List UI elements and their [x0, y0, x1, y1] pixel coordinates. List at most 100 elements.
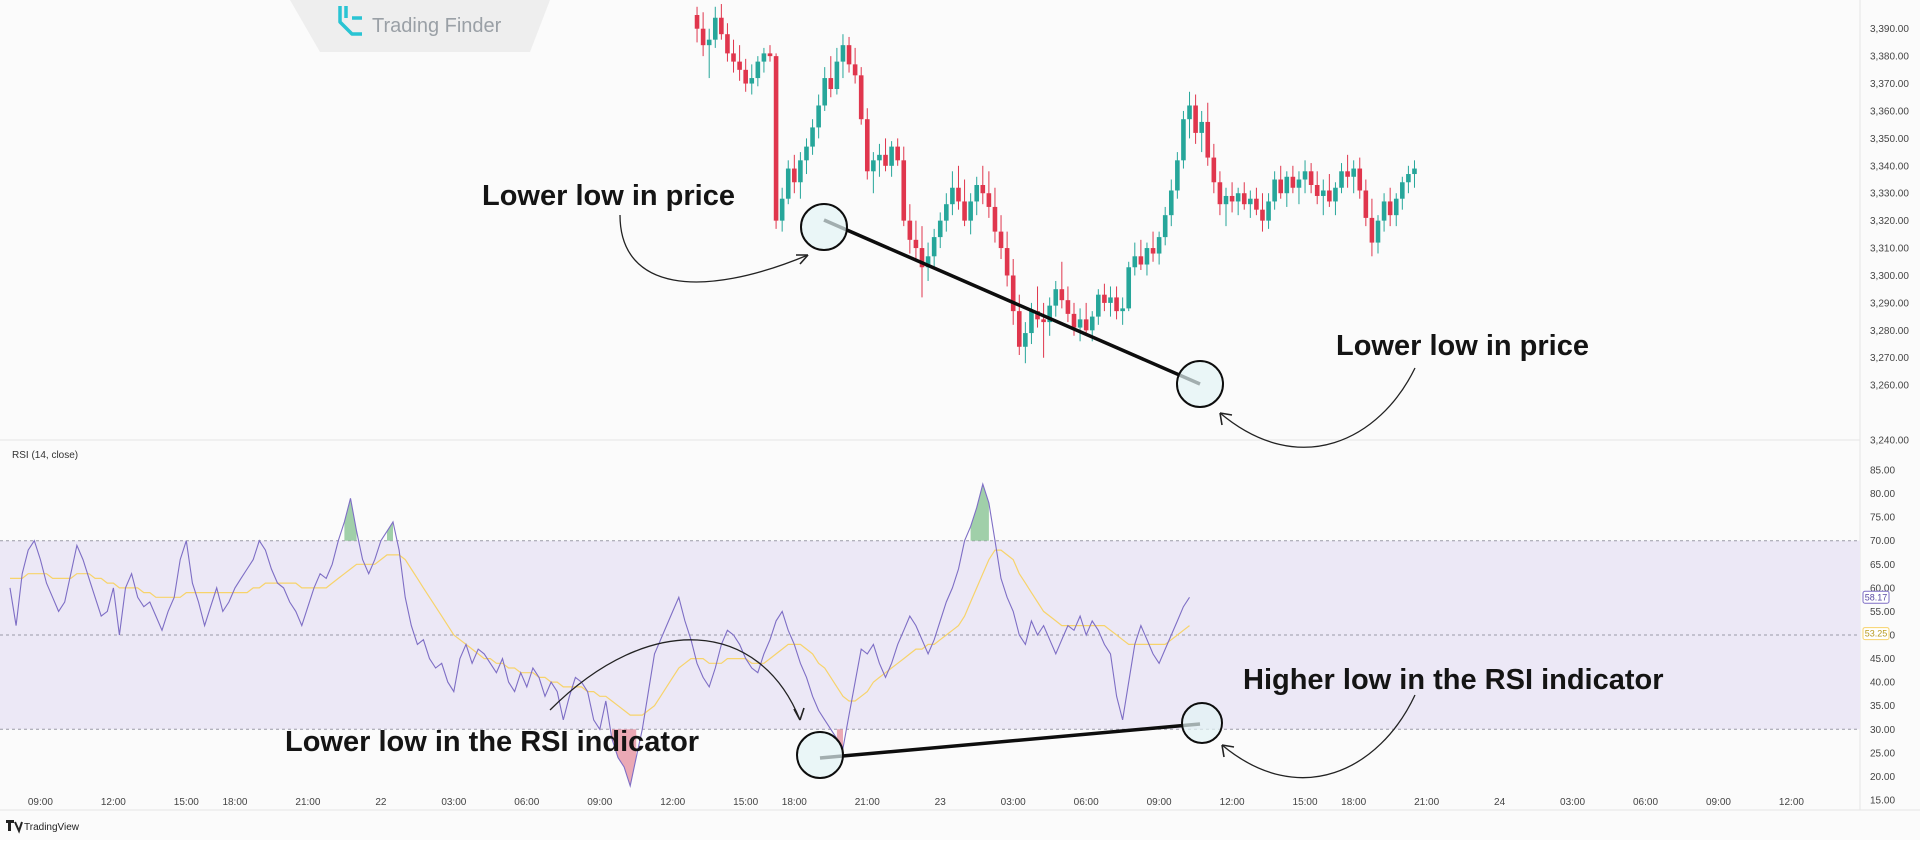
candle — [1345, 154, 1350, 188]
time-tick-label: 09:00 — [587, 797, 612, 808]
candle — [1175, 152, 1180, 199]
candle-body — [1144, 248, 1150, 265]
candle-body — [1181, 119, 1186, 161]
candle — [1387, 187, 1393, 227]
candle — [1229, 182, 1235, 213]
svg-text:53.25: 53.25 — [1865, 629, 1888, 639]
tradingview-logo-mark — [14, 821, 23, 834]
candle-body — [986, 193, 992, 207]
time-tick-label: 15:00 — [733, 797, 758, 808]
rsi-trendline — [819, 722, 1201, 760]
rsi-overbought-fill — [970, 484, 989, 541]
price-arrow-1-head — [796, 254, 809, 265]
candle — [1254, 187, 1259, 216]
candle-body — [1102, 294, 1107, 303]
candle-body — [1138, 256, 1144, 265]
price-tick-label: 3,260.00 — [1870, 381, 1909, 392]
candle — [1406, 165, 1411, 194]
candle-body — [761, 53, 767, 62]
rsi-arrow-2-head — [1221, 744, 1235, 758]
candle — [792, 154, 797, 194]
candle-body — [883, 154, 888, 166]
price-tick-label: 3,300.00 — [1870, 271, 1909, 282]
candle — [1065, 286, 1071, 323]
rsi-arrow-1 — [549, 639, 801, 721]
candle — [1004, 231, 1010, 287]
rsi-ma-line — [10, 549, 1190, 716]
price-trendline — [823, 218, 1201, 386]
candle-body — [1010, 275, 1016, 312]
candle — [1339, 163, 1344, 194]
candle — [749, 64, 755, 95]
price-arrow-2 — [1219, 367, 1416, 448]
time-tick-label: 06:00 — [514, 797, 539, 808]
candle-body — [737, 61, 742, 70]
candle — [1375, 215, 1381, 254]
price-tick-label: 3,340.00 — [1870, 161, 1909, 172]
candle-body — [1387, 201, 1393, 216]
candle-body — [725, 34, 730, 54]
candle — [1126, 261, 1132, 312]
tradingview-logo-icon — [6, 820, 14, 831]
candle — [992, 187, 998, 243]
candle-body — [1187, 105, 1192, 120]
price-arrow-2-head — [1219, 412, 1233, 426]
candle-body — [1314, 185, 1320, 196]
candle-body — [1089, 316, 1095, 331]
rsi-oversold-fill — [611, 729, 637, 786]
candle — [852, 47, 858, 84]
price-tick-label: 3,280.00 — [1870, 326, 1909, 337]
candle-body — [968, 201, 973, 221]
time-tick-label: 15:00 — [1293, 797, 1318, 808]
candle — [1302, 160, 1308, 194]
candle-body — [1168, 190, 1174, 216]
time-tick-label: 09:00 — [28, 797, 53, 808]
candle — [1023, 322, 1028, 364]
rsi-divergence-annotation: Lower low in the RSI indicator Higher lo… — [285, 639, 1664, 779]
candle-body — [1229, 195, 1235, 202]
candle — [1308, 163, 1314, 194]
candle-body — [1211, 157, 1217, 183]
candle-body — [1193, 105, 1198, 133]
candle — [706, 28, 712, 79]
candle — [925, 242, 931, 281]
candle — [1400, 176, 1405, 210]
candle — [1138, 239, 1144, 270]
time-tick-label: 03:00 — [1001, 797, 1026, 808]
candle — [1351, 160, 1356, 194]
candle-body — [1235, 193, 1241, 202]
candle-body — [980, 185, 986, 194]
candle — [1077, 308, 1083, 342]
rsi-indicator-title[interactable]: RSI (14, close) — [12, 450, 78, 461]
candle — [712, 6, 718, 48]
rsi-tick-label: 30.00 — [1870, 725, 1895, 736]
candle-body — [974, 185, 980, 202]
candle — [858, 67, 864, 125]
candle — [1144, 242, 1150, 276]
svg-text:58.17: 58.17 — [1865, 592, 1888, 602]
candle-body — [1035, 311, 1040, 320]
candle — [810, 119, 815, 155]
candle — [1223, 187, 1229, 227]
candle — [1150, 231, 1156, 262]
candle — [1168, 179, 1174, 227]
candle — [840, 34, 846, 79]
price-tick-label: 3,290.00 — [1870, 298, 1909, 309]
candle-body — [767, 53, 773, 57]
candle-body — [1375, 220, 1381, 243]
candle — [1211, 143, 1217, 194]
candle — [871, 152, 876, 194]
candle-body — [846, 45, 852, 65]
candle-body — [840, 45, 846, 62]
candle-body — [1175, 160, 1180, 191]
time-tick-label: 12:00 — [1220, 797, 1245, 808]
candle — [700, 12, 706, 57]
candle-body — [731, 53, 736, 62]
candle-body — [1248, 198, 1253, 205]
candle-body — [992, 206, 998, 232]
price-tick-label: 3,330.00 — [1870, 189, 1909, 200]
candle-body — [1083, 319, 1089, 331]
candle-body — [1096, 294, 1101, 317]
candle-body — [1260, 209, 1265, 221]
